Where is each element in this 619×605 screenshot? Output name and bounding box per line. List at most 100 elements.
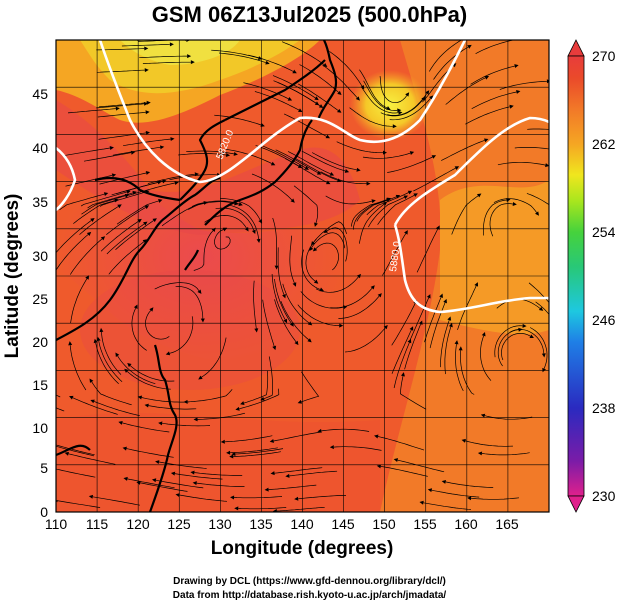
streamline <box>224 435 273 443</box>
streamline-arrowhead <box>229 454 234 459</box>
streamline-arrowhead <box>329 172 335 176</box>
streamline <box>382 233 407 276</box>
streamline-arrowhead <box>144 205 150 210</box>
streamline-arrowhead <box>314 101 320 106</box>
streamline-arrowhead <box>123 476 128 481</box>
streamline-arrowhead <box>165 351 171 356</box>
chart-title: GSM 06Z13Jul2025 (500.0hPa) <box>151 2 468 27</box>
streamline <box>194 472 243 476</box>
streamline-arrowhead <box>481 331 486 337</box>
streamline <box>97 111 146 118</box>
streamline-arrowhead <box>522 323 527 328</box>
streamline-arrowhead <box>484 76 490 80</box>
streamline <box>100 220 139 252</box>
streamline <box>238 507 287 510</box>
x-tick-label: 120 <box>126 516 150 532</box>
coast-borneo-north <box>56 444 91 457</box>
streamline <box>465 440 513 447</box>
streamline <box>233 451 281 457</box>
streamline-arrowhead <box>132 190 137 195</box>
streamline-arrowhead <box>231 452 236 457</box>
streamline <box>300 291 344 309</box>
streamline-arrowhead <box>190 60 195 65</box>
y-axis-ticks: 0 5 10 15 20 25 30 35 40 45 <box>32 86 48 520</box>
streamline <box>424 297 442 343</box>
streamline-arrowhead <box>371 199 376 204</box>
streamline-arrowhead <box>282 293 286 299</box>
streamline <box>169 174 218 181</box>
streamline <box>440 320 450 368</box>
streamline-arrowhead <box>126 190 131 194</box>
y-tick-label: 20 <box>32 334 48 350</box>
coast-china <box>56 176 221 341</box>
streamline <box>67 108 116 114</box>
streamline-arrowhead <box>256 238 261 244</box>
streamline <box>81 195 126 215</box>
streamline <box>326 227 348 262</box>
streamline-arrowhead <box>319 287 324 292</box>
streamline <box>397 459 445 473</box>
streamline-arrowhead <box>439 293 443 298</box>
streamline-arrowhead <box>401 372 405 377</box>
streamline <box>480 335 492 381</box>
streamline <box>214 229 231 250</box>
streamline <box>235 448 284 455</box>
streamline <box>428 40 462 72</box>
streamline <box>70 278 88 324</box>
streamline-arrowhead <box>344 169 350 173</box>
streamline <box>481 452 530 456</box>
streamline <box>298 495 346 500</box>
streamline-arrowhead <box>155 460 160 465</box>
streamline <box>329 51 363 87</box>
streamline <box>526 193 549 206</box>
streamline <box>131 307 147 351</box>
streamline-arrowhead <box>467 496 472 501</box>
streamline <box>126 448 174 458</box>
streamline <box>271 273 286 320</box>
streamline-arrowhead <box>240 401 245 405</box>
streamline <box>72 397 118 415</box>
streamline <box>423 502 471 510</box>
streamline <box>108 241 145 275</box>
streamline <box>169 316 194 354</box>
streamline <box>362 152 411 159</box>
streamline <box>83 152 132 162</box>
streamline <box>93 401 140 417</box>
coastlines <box>56 40 338 512</box>
streamline-arrowhead <box>298 108 303 113</box>
streamline-arrowhead <box>144 46 149 51</box>
streamline <box>283 113 327 137</box>
x-tick-label: 165 <box>495 516 519 532</box>
streamline <box>262 145 306 169</box>
streamline-arrowhead <box>90 218 95 223</box>
streamline-arrowhead <box>480 413 486 418</box>
contour-5880-east <box>393 116 549 226</box>
streamline-arrowhead <box>337 90 342 95</box>
streamline <box>294 157 338 181</box>
streamline-arrowhead <box>7 489 11 493</box>
x-tick-label: 125 <box>167 516 191 532</box>
streamline <box>68 453 116 465</box>
streamline <box>214 114 262 126</box>
streamline <box>56 407 65 412</box>
streamline-arrowhead <box>559 318 563 322</box>
streamline <box>322 64 358 98</box>
streamline-arrowhead <box>190 470 195 475</box>
streamline-arrowhead <box>269 439 274 443</box>
streamline <box>391 329 412 374</box>
streamline <box>251 173 293 201</box>
streamline <box>273 431 321 442</box>
streamline-arrowhead <box>370 285 375 290</box>
streamline-arrowhead <box>137 395 143 400</box>
y-tick-label: 30 <box>32 248 48 264</box>
streamline-arrowhead <box>130 150 136 155</box>
streamline-arrowhead <box>174 181 179 185</box>
streamline-arrowhead <box>230 495 235 500</box>
streamline-arrowhead <box>270 471 275 476</box>
streamline-arrowhead <box>283 318 288 324</box>
streamline-arrowhead <box>443 298 447 304</box>
streamline <box>233 496 283 499</box>
x-tick-label: 115 <box>86 516 109 532</box>
streamline <box>429 302 446 349</box>
x-tick-label: 140 <box>290 516 314 532</box>
